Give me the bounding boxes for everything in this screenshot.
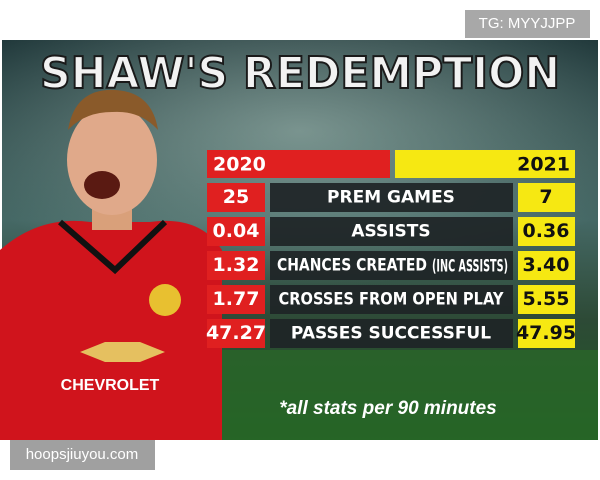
left-value: 47.27 xyxy=(206,322,266,344)
left-cell xyxy=(207,183,265,212)
label-cell xyxy=(270,183,513,212)
watermark-bottom-box xyxy=(10,440,155,470)
watermark-top-box xyxy=(465,10,590,38)
left-cell xyxy=(207,251,265,280)
row-label: CHANCES CREATED xyxy=(277,256,427,276)
row-note: (INC ASSISTS) xyxy=(432,257,508,277)
row-label: CROSSES FROM OPEN PLAY xyxy=(279,290,505,310)
header-right-bar xyxy=(395,150,575,178)
stats-table: 25 7 PREM GAMES 0.04 0.36 ASSISTS 1.32 3.40 CHAN… xyxy=(206,183,576,348)
left-value: 1.32 xyxy=(213,254,260,276)
watermark-bottom: hoopsjiuyou.com xyxy=(26,446,139,463)
label-cell xyxy=(270,217,513,246)
left-value: 25 xyxy=(223,186,249,208)
label-cell xyxy=(270,319,513,348)
left-cell xyxy=(207,217,265,246)
right-cell xyxy=(518,251,575,280)
label-cell xyxy=(270,251,513,280)
right-value: 7 xyxy=(539,186,552,208)
header-left: 2020 xyxy=(213,154,266,176)
right-value: 47.95 xyxy=(516,322,576,344)
left-value: 1.77 xyxy=(213,288,260,310)
right-value: 3.40 xyxy=(523,254,570,276)
right-cell xyxy=(518,319,575,348)
right-value: 5.55 xyxy=(523,288,570,310)
left-value: 0.04 xyxy=(213,220,260,242)
header-left-bar xyxy=(207,150,390,178)
watermark-top: TG: MYYJJPP xyxy=(479,15,576,32)
row-label: ASSISTS xyxy=(351,222,430,242)
row-label: PASSES SUCCESSFUL xyxy=(291,324,491,344)
row-label: PREM GAMES xyxy=(327,188,455,208)
sponsor: CHEVROLET xyxy=(61,377,160,394)
right-cell xyxy=(518,285,575,314)
right-value: 0.36 xyxy=(523,220,570,242)
title: SHAW'S REDEMPTION xyxy=(40,48,560,99)
right-cell xyxy=(518,183,575,212)
right-cell xyxy=(518,217,575,246)
player: CHEVROLET xyxy=(0,89,222,440)
header-right: 2021 xyxy=(517,154,570,176)
left-cell xyxy=(207,319,265,348)
footnote: *all stats per 90 minutes xyxy=(279,398,497,419)
label-cell xyxy=(270,285,513,314)
left-cell xyxy=(207,285,265,314)
